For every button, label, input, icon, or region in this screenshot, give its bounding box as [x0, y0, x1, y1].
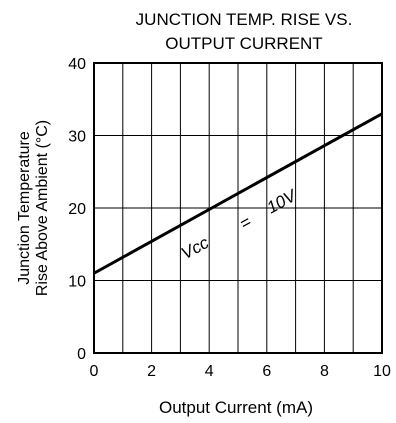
series-annotation: Vcc: [178, 233, 212, 264]
x-axis-title: Output Current (mA): [159, 398, 313, 417]
x-tick-label: 10: [373, 363, 391, 380]
series-line: [93, 112, 383, 275]
x-tick-labels: 0 2 4 6 8 10: [90, 363, 391, 380]
x-tick-label: 4: [205, 363, 214, 380]
y-tick-label: 20: [68, 201, 86, 218]
x-tick-label: 8: [320, 363, 329, 380]
y-tick-label: 0: [77, 346, 86, 363]
x-tick-label: 0: [90, 363, 99, 380]
series: [93, 112, 383, 275]
y-tick-label: 40: [68, 56, 86, 73]
y-axis-title: Junction Temperature Rise Above Ambient …: [16, 120, 51, 296]
x-tick-label: 6: [262, 363, 271, 380]
chart-title-line-1: JUNCTION TEMP. RISE VS.: [136, 10, 353, 29]
series-annotation: =: [236, 212, 254, 233]
y-axis-title-line-2: Rise Above Ambient (°C): [34, 120, 51, 296]
y-tick-label: 30: [68, 129, 86, 146]
plot-frame: [93, 62, 383, 354]
y-axis-title-line-1: Junction Temperature: [16, 131, 33, 285]
annotations: Vcc=10V: [178, 185, 301, 263]
chart-title-line-2: OUTPUT CURRENT: [165, 34, 322, 53]
y-tick-labels: 0 10 20 30 40: [68, 56, 86, 363]
x-tick-label: 2: [147, 363, 156, 380]
y-tick-label: 10: [68, 274, 86, 291]
grid: [94, 63, 382, 353]
